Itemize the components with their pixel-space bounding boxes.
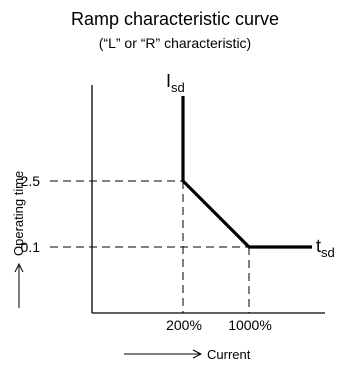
y-axis-label: Operating time (11, 171, 26, 256)
tsd-label: tsd (316, 236, 335, 260)
x-axis-label-group: Current (124, 347, 251, 362)
x-tick-200: 200% (166, 317, 202, 333)
diagram-title: Ramp characteristic curve (71, 9, 279, 29)
y-tick-2-5: 2.5 (21, 173, 41, 189)
isd-label: Isd (166, 71, 185, 95)
diagram-subtitle: (“L” or “R” characteristic) (99, 35, 251, 51)
x-axis-label: Current (207, 347, 251, 362)
y-axis-arrowhead (14, 262, 24, 273)
y-axis-label-group: Operating time (11, 171, 26, 308)
x-tick-1000: 1000% (228, 317, 272, 333)
ramp-curve (181, 96, 312, 249)
x-axis-arrowhead (192, 349, 203, 359)
y-tick-0-1: 0.1 (21, 239, 41, 255)
